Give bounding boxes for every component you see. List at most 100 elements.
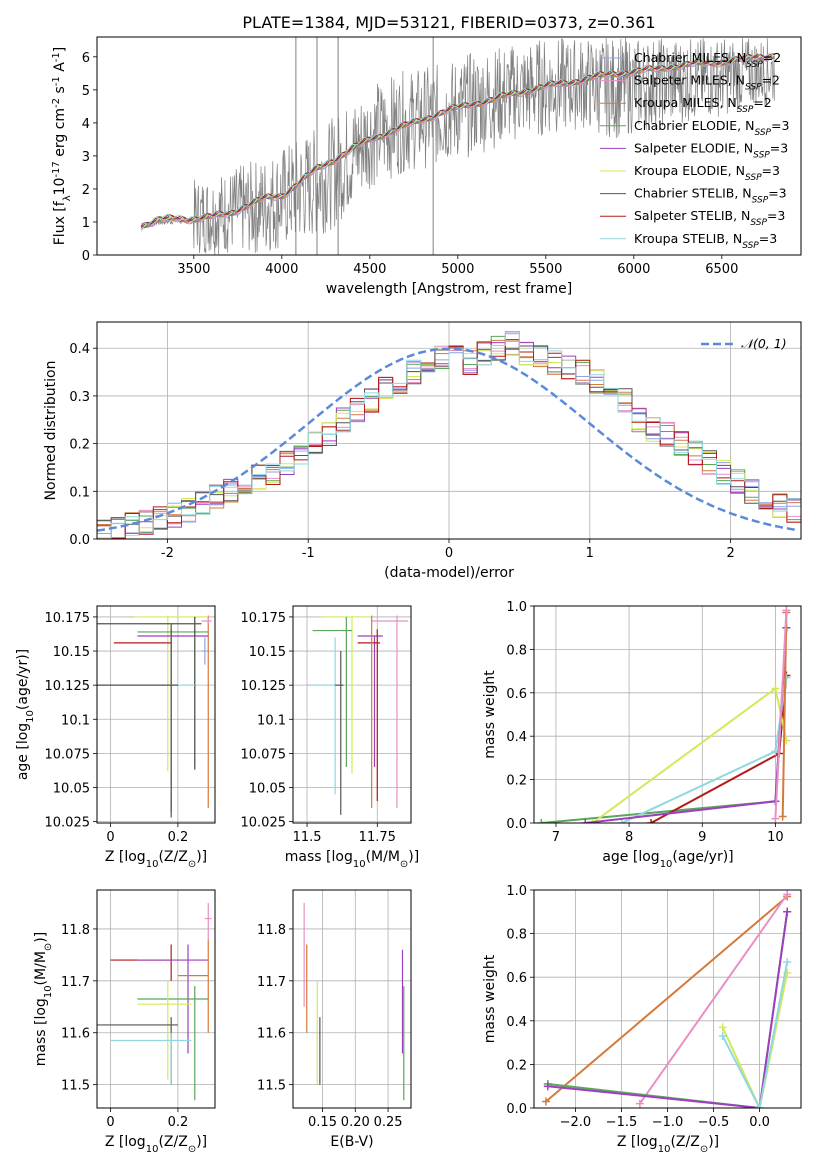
- legend-sub: SSP: [745, 173, 762, 183]
- axes-frame: [292, 605, 412, 824]
- legend-label: Chabrier STELIB, NSSP=3: [634, 186, 787, 206]
- model-line-kroupa-stelib: [140, 53, 775, 225]
- y-tick-label: 11.6: [61, 1027, 90, 1042]
- legend-sub: SSP: [753, 150, 770, 160]
- label-text: (M/M: [366, 849, 400, 865]
- series-marker: [771, 684, 780, 693]
- label-text: age [log: [602, 849, 659, 865]
- y-tick-label: 5: [82, 84, 90, 99]
- label-text: ]: [52, 47, 68, 52]
- errorbar-point-kroupa-stelib: [307, 637, 341, 795]
- label-text: )]: [33, 932, 49, 943]
- figure-title: PLATE=1384, MJD=53121, FIBERID=0373, z=0…: [242, 13, 655, 32]
- label-text: mass [log: [285, 849, 353, 865]
- x-axis-label: Z [log10(Z/Z⊙)]: [617, 1134, 719, 1155]
- label-text: s: [52, 86, 68, 98]
- x-tick-label: 4000: [265, 262, 298, 277]
- label-script: ⊙: [188, 859, 196, 870]
- label-script: -1: [51, 76, 62, 86]
- x-tick-label: 7: [552, 830, 560, 845]
- legend-label: 𝒩(0, 1): [741, 336, 787, 351]
- legend-name: Chabrier STELIB, N: [634, 186, 752, 201]
- x-tick-label: 6000: [617, 262, 650, 277]
- series-marker: [778, 812, 787, 821]
- y-axis-label: mass weight: [482, 670, 498, 759]
- errorbar-point-salpeter-miles: [204, 902, 212, 940]
- y-tick-label: 0.1: [69, 485, 90, 500]
- label-text: E(B-V): [330, 1134, 373, 1150]
- series-marker: [718, 1032, 727, 1041]
- y-tick-label: 1.0: [506, 600, 527, 615]
- y-tick-label: 10.05: [53, 782, 90, 797]
- label-script: -17: [51, 161, 62, 177]
- label-script: 10: [43, 985, 54, 998]
- series-marker: [635, 1099, 644, 1108]
- legend-label: Chabrier ELODIE, NSSP=3: [634, 118, 789, 138]
- label-script: ⊙: [700, 1144, 708, 1155]
- series-line-kroupa-miles: [545, 895, 788, 1103]
- x-tick-label: 6500: [705, 262, 738, 277]
- errorbar-point-salpeter-stelib: [113, 629, 172, 813]
- label-text: Flux [f: [52, 200, 68, 245]
- y-tick-label: 11.5: [257, 1079, 286, 1094]
- y-tick-label: 10.125: [45, 679, 91, 694]
- axes-massweight_vs_Z: −2.0 −1.5 −1.0 −0.5 0.0 0.0 0.2 0.4 0.6 0.8 1.0 Z […: [482, 884, 802, 1155]
- axes-age_vs_mass: 11.5 11.75 10.025 10.05 10.075 10.1 10.125 10.1…: [241, 605, 419, 870]
- label-script: ⊙: [43, 943, 54, 951]
- y-tick-label: 11.7: [257, 975, 286, 990]
- y-tick-label: 0: [82, 249, 90, 264]
- y-axis-label: mass [log10(M/M⊙)]: [33, 932, 54, 1066]
- label-script: 10: [660, 859, 673, 870]
- legend-sub: SSP: [745, 83, 762, 93]
- errorbar-point-salpeter-elodie: [357, 635, 383, 768]
- errorbar-point-chabrier-elodie: [137, 616, 209, 768]
- series-marker: [617, 819, 626, 823]
- x-tick-label: 0: [106, 1115, 114, 1130]
- y-tick-label: 11.5: [61, 1079, 90, 1094]
- y-tick-label: 11.7: [61, 975, 90, 990]
- y-tick-label: 10.15: [53, 645, 90, 660]
- y-tick-label: 0.2: [506, 1058, 527, 1073]
- legend-sub: SSP: [737, 105, 754, 115]
- legend: 𝒩(0, 1): [701, 336, 787, 351]
- label-script: 10: [25, 710, 36, 723]
- label-script: 10: [353, 859, 366, 870]
- legend-tail: =3: [768, 186, 786, 201]
- y-tick-label: 1: [82, 216, 90, 231]
- legend-sub: SSP: [754, 128, 771, 138]
- errorbar-point-salpeter-stelib: [110, 944, 172, 981]
- legend-label: Kroupa STELIB, NSSP=3: [634, 231, 777, 251]
- label-script: 10: [658, 1144, 671, 1155]
- errorbar-point-chabrier-elodie: [312, 616, 352, 768]
- x-tick-label: 3500: [177, 262, 210, 277]
- errorbar-point-chabrier-stelib: [97, 1017, 178, 1085]
- legend-tail: =2: [753, 95, 771, 110]
- x-tick-label: −1.0: [652, 1115, 684, 1130]
- errorbar-point-salpeter-stelib: [357, 629, 381, 802]
- legend-label: Kroupa ELODIE, NSSP=3: [634, 163, 780, 183]
- x-tick-label: −1.5: [606, 1115, 638, 1130]
- axes-frame: [96, 36, 802, 256]
- x-tick-label: 5000: [441, 262, 474, 277]
- y-tick-label: 0.2: [506, 774, 527, 789]
- label-text: (Z/Z: [670, 1134, 699, 1150]
- axes-residuals: -2 -1 0 1 2 0.0 0.1 0.2 0.3 0.4 (data-model)/error…: [43, 321, 802, 581]
- axes-age_vs_Z: 0 0.2 10.025 10.05 10.075 10.1 10.125 10.15 10.1…: [15, 605, 216, 870]
- label-text: (Z/Z: [158, 849, 187, 865]
- x-tick-label: 0.2: [168, 1115, 189, 1130]
- x-axis-label: age [log10(age/yr)]: [602, 849, 733, 870]
- x-tick-label: 9: [698, 830, 706, 845]
- x-tick-label: 8: [625, 830, 633, 845]
- legend-sub: SSP: [746, 60, 763, 70]
- series-marker: [782, 606, 791, 615]
- x-tick-label: 0.0: [749, 1115, 770, 1130]
- series-marker: [783, 907, 792, 916]
- legend-name: Kroupa MILES, N: [634, 95, 737, 110]
- y-tick-label: 0.2: [69, 438, 90, 453]
- y-tick-label: 10.15: [249, 645, 286, 660]
- series-marker: [537, 819, 546, 823]
- legend-name: Salpeter MILES, N: [634, 73, 745, 88]
- series-marker: [541, 1097, 550, 1106]
- y-tick-label: 0.4: [506, 730, 527, 745]
